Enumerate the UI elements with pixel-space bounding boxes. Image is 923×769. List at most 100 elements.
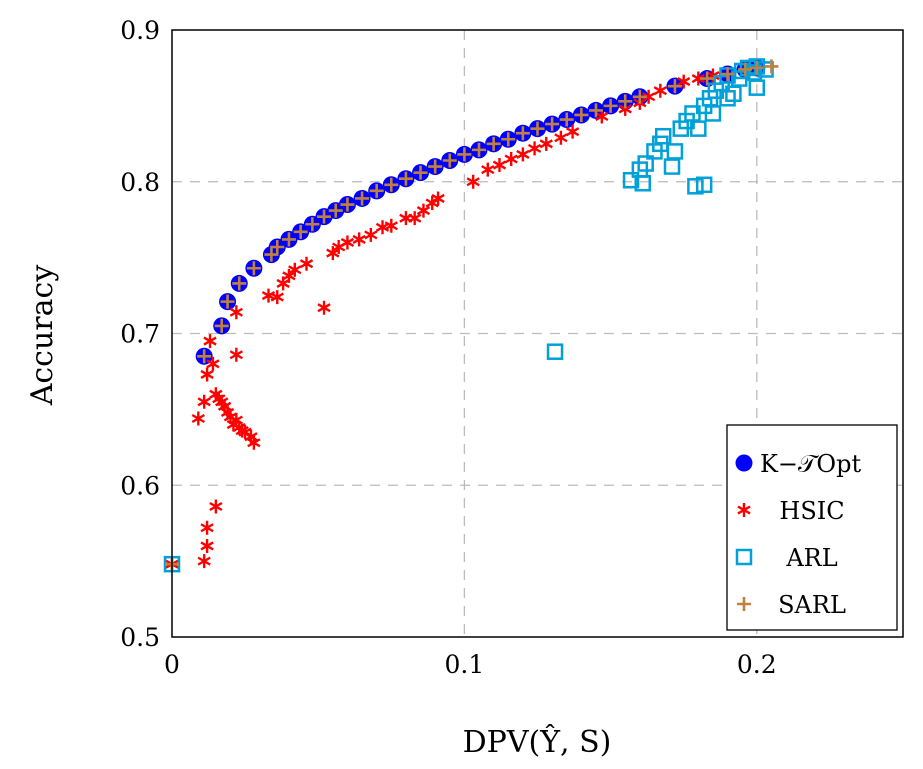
data-point (749, 60, 764, 75)
data-point (328, 203, 343, 218)
data-point (641, 89, 656, 104)
data-point (270, 290, 284, 305)
data-point (442, 153, 457, 168)
data-point (504, 151, 518, 166)
data-point (704, 105, 722, 122)
y-tick-label: 0.7 (120, 320, 160, 349)
data-point (738, 62, 753, 77)
data-point (554, 130, 568, 145)
data-point (247, 435, 261, 450)
data-point (516, 147, 530, 162)
data-point (408, 211, 422, 226)
legend-box (726, 424, 898, 631)
data-point (305, 217, 320, 232)
series-plus (165, 59, 779, 572)
data-point (637, 155, 654, 172)
data-point (764, 59, 779, 74)
data-point (264, 247, 279, 262)
data-point (492, 158, 507, 173)
data-point (203, 334, 217, 349)
data-point (667, 79, 682, 94)
data-point (288, 262, 302, 277)
data-point (197, 554, 211, 569)
data-point (603, 98, 618, 113)
data-point (565, 124, 580, 139)
series-circle (195, 59, 766, 365)
legend-marker (737, 503, 751, 517)
legend-marker (737, 597, 751, 611)
data-point (559, 112, 574, 127)
data-point (574, 107, 589, 122)
data-point (364, 227, 378, 242)
x-tick-label: 0 (164, 650, 180, 679)
data-point (282, 268, 296, 283)
data-point (200, 538, 214, 553)
data-point (209, 499, 223, 514)
data-point (384, 218, 398, 233)
data-point (293, 224, 308, 239)
legend-label: ARL (785, 544, 837, 572)
data-point (588, 103, 603, 118)
data-point (691, 71, 705, 86)
data-point (200, 520, 214, 535)
data-point (369, 183, 384, 198)
data-point (326, 246, 340, 261)
data-point (206, 356, 220, 371)
data-point (539, 136, 553, 151)
data-point (355, 191, 370, 206)
data-point (340, 197, 355, 212)
data-point (398, 171, 413, 186)
legend-marker (735, 548, 753, 566)
data-point (527, 141, 542, 156)
data-point (622, 171, 640, 189)
data-point (472, 142, 487, 157)
data-point (530, 121, 545, 136)
data-point (546, 343, 564, 360)
series-star (165, 68, 720, 572)
data-point (197, 349, 212, 364)
data-point (457, 147, 472, 162)
data-point (466, 174, 480, 189)
data-point (677, 74, 691, 89)
data-point (229, 305, 243, 320)
data-point (270, 240, 285, 255)
data-point (720, 67, 735, 82)
data-point (748, 79, 766, 96)
data-point (197, 394, 211, 409)
x-tick-label: 0.1 (445, 650, 485, 679)
data-point (299, 256, 314, 271)
legend-marker (735, 454, 753, 472)
data-point (687, 178, 704, 195)
data-point (653, 83, 667, 98)
x-tick-label: 0.2 (737, 650, 777, 679)
data-point (632, 89, 647, 104)
y-tick-label: 0.5 (120, 623, 160, 652)
y-tick-label: 0.9 (120, 16, 160, 45)
data-point (666, 143, 684, 160)
data-point (340, 235, 355, 250)
data-point (246, 261, 261, 276)
legend: K−𝒯Opt HSIC ARL SARL (726, 424, 898, 631)
data-point (191, 411, 205, 426)
data-point (690, 120, 707, 137)
legend-label: SARL (778, 591, 846, 619)
data-point (281, 232, 296, 247)
data-point (486, 136, 501, 151)
data-point (229, 347, 243, 362)
y-tick-label: 0.6 (120, 471, 160, 500)
data-point (352, 232, 366, 247)
data-point (501, 132, 516, 147)
data-point (384, 177, 399, 192)
data-point (232, 276, 247, 291)
data-point (413, 165, 428, 180)
data-point (700, 71, 715, 86)
data-point (618, 94, 633, 109)
data-point (416, 203, 431, 218)
data-point (220, 294, 235, 309)
plot-frame (171, 29, 904, 638)
y-axis-label: Accuracy (25, 265, 60, 407)
legend-label: K−𝒯Opt (760, 450, 861, 478)
data-point (428, 159, 443, 174)
data-point (214, 318, 229, 333)
